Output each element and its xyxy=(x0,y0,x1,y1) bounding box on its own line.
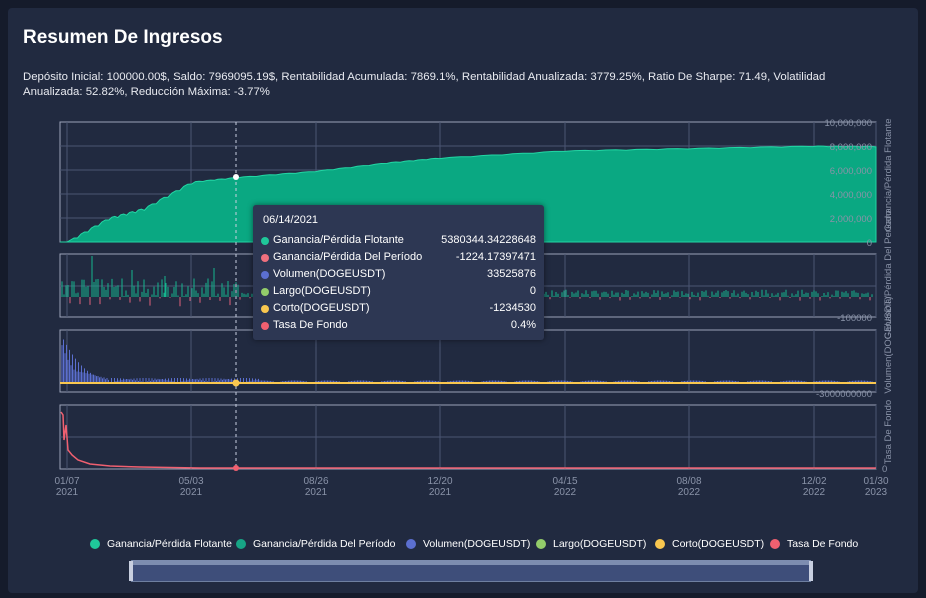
tooltip-row: Corto(DOGEUSDT) -1234530 xyxy=(261,302,536,319)
funding-rate-line xyxy=(60,411,876,469)
tooltip-label: Ganancia/Pérdida Flotante xyxy=(273,234,404,246)
x-tick-label: 2021 xyxy=(56,487,79,498)
tooltip-label: Ganancia/Pérdida Del Período xyxy=(273,251,423,263)
x-tick-label: 2021 xyxy=(429,487,452,498)
tooltip-label: Corto(DOGEUSDT) xyxy=(273,302,370,314)
legend-dot-icon xyxy=(536,539,546,549)
tooltip-label: Volumen(DOGEUSDT) xyxy=(273,268,386,280)
y-tick-label: 6,000,000 xyxy=(830,166,872,177)
crosshair-point xyxy=(232,379,240,387)
tooltip-value: 0 xyxy=(529,285,536,297)
legend-label: Largo(DOGEUSDT) xyxy=(553,538,647,550)
tooltip-label: Largo(DOGEUSDT) xyxy=(273,285,371,297)
series-color-dot-icon xyxy=(261,271,269,279)
legend-dot-icon xyxy=(90,539,100,549)
chart-tooltip: 06/14/2021 Ganancia/Pérdida Flotante 538… xyxy=(253,205,544,340)
zoom-slider[interactable] xyxy=(129,560,813,582)
y-tick-label: -3000000000 xyxy=(816,389,872,400)
tooltip-date: 06/14/2021 xyxy=(263,214,319,226)
tooltip-row: Volumen(DOGEUSDT) 33525876 xyxy=(261,268,536,285)
legend-label: Corto(DOGEUSDT) xyxy=(672,538,765,550)
y-tick-label: 0 xyxy=(867,238,872,249)
tooltip-value: 33525876 xyxy=(487,268,536,280)
legend-label: Volumen(DOGEUSDT) xyxy=(423,538,531,550)
x-tick-label: 01/07 xyxy=(54,476,79,487)
y-axis-label: Ganancia/Pérdida Flotante xyxy=(883,118,894,231)
legend-dot-icon xyxy=(406,539,416,549)
series-color-dot-icon xyxy=(261,305,269,313)
legend-dot-icon xyxy=(770,539,780,549)
legend-label: Tasa De Fondo xyxy=(787,538,859,550)
tooltip-label: Tasa De Fondo xyxy=(273,319,348,331)
x-tick-label: 04/15 xyxy=(552,476,577,487)
y-axis-label: Volumen(DOGEUSDT) xyxy=(883,296,894,393)
y-tick-label: 10,000,000 xyxy=(824,118,872,129)
tooltip-value: -1234530 xyxy=(489,302,537,314)
x-tick-label: 08/26 xyxy=(303,476,328,487)
tooltip-value: 5380344.34228648 xyxy=(441,234,536,246)
x-tick-label: 2023 xyxy=(865,487,888,498)
x-tick-label: 2022 xyxy=(554,487,577,498)
x-tick-label: 2021 xyxy=(180,487,203,498)
x-tick-label: 05/03 xyxy=(178,476,203,487)
legend-label: Ganancia/Pérdida Flotante xyxy=(107,538,232,550)
series-color-dot-icon xyxy=(261,237,269,245)
y-tick-label: 4,000,000 xyxy=(830,190,872,201)
crosshair-point xyxy=(233,174,239,180)
x-tick-label: 08/08 xyxy=(676,476,701,487)
tooltip-value: 0.4% xyxy=(510,319,536,331)
x-tick-label: 12/20 xyxy=(427,476,452,487)
x-tick-label: 2022 xyxy=(803,487,826,498)
x-tick-label: 01/30 xyxy=(863,476,888,487)
legend-dot-icon xyxy=(236,539,246,549)
y-tick-label: 8,000,000 xyxy=(830,142,872,153)
legend-label: Ganancia/Pérdida Del Período xyxy=(253,538,396,550)
zoom-slider-bar[interactable] xyxy=(132,560,810,565)
zoom-handle-left[interactable] xyxy=(129,561,133,581)
zoom-slider-range xyxy=(132,561,810,581)
legend-dot-icon xyxy=(655,539,665,549)
y-axis-label: Tasa De Fondo xyxy=(883,400,894,464)
y-tick-label: 2,000,000 xyxy=(830,214,872,225)
zoom-handle-right[interactable] xyxy=(809,561,813,581)
x-tick-label: 2021 xyxy=(305,487,328,498)
tooltip-row: Largo(DOGEUSDT) 0 xyxy=(261,285,536,302)
tooltip-value: -1224.17397471 xyxy=(455,251,536,263)
x-tick-label: 2022 xyxy=(678,487,701,498)
x-tick-label: 12/02 xyxy=(801,476,826,487)
series-color-dot-icon xyxy=(261,288,269,296)
crosshair-point xyxy=(233,465,239,471)
y-tick-label: 0 xyxy=(882,464,887,475)
page-title: Resumen De Ingresos xyxy=(23,27,223,48)
y-tick-label: -100000 xyxy=(837,313,872,324)
summary-stats: Depósito Inicial: 100000.00$, Saldo: 796… xyxy=(23,71,826,98)
series-color-dot-icon xyxy=(261,254,269,262)
series-color-dot-icon xyxy=(261,322,269,330)
tooltip-row: Ganancia/Pérdida Del Período -1224.17397… xyxy=(261,251,536,268)
tooltip-row: Ganancia/Pérdida Flotante 5380344.342286… xyxy=(261,234,536,251)
tooltip-row: Tasa De Fondo 0.4% xyxy=(261,319,536,336)
y-axis-label: Ganancia/Pérdida Del Período xyxy=(883,211,894,340)
